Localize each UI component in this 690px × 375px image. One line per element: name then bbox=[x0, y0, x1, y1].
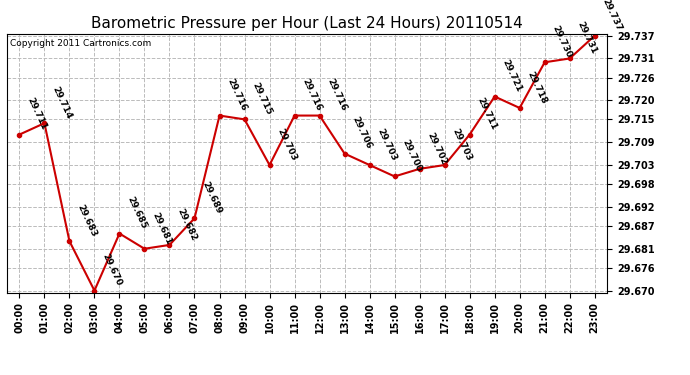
Text: 29.682: 29.682 bbox=[175, 207, 198, 242]
Text: 29.702: 29.702 bbox=[425, 131, 448, 166]
Text: 29.731: 29.731 bbox=[575, 20, 598, 56]
Text: 29.706: 29.706 bbox=[350, 116, 373, 151]
Text: 29.703: 29.703 bbox=[275, 127, 298, 162]
Text: 29.718: 29.718 bbox=[525, 70, 548, 105]
Text: 29.716: 29.716 bbox=[300, 77, 323, 113]
Text: 29.716: 29.716 bbox=[325, 77, 348, 113]
Text: 29.721: 29.721 bbox=[500, 58, 523, 94]
Text: 29.685: 29.685 bbox=[125, 195, 148, 231]
Text: 29.714: 29.714 bbox=[50, 85, 73, 120]
Text: Copyright 2011 Cartronics.com: Copyright 2011 Cartronics.com bbox=[10, 39, 151, 48]
Text: 29.716: 29.716 bbox=[225, 77, 248, 113]
Title: Barometric Pressure per Hour (Last 24 Hours) 20110514: Barometric Pressure per Hour (Last 24 Ho… bbox=[91, 16, 523, 31]
Text: 29.737: 29.737 bbox=[600, 0, 623, 33]
Text: 29.689: 29.689 bbox=[200, 180, 223, 216]
Text: 29.700: 29.700 bbox=[400, 138, 423, 174]
Text: 29.703: 29.703 bbox=[450, 127, 473, 162]
Text: 29.711: 29.711 bbox=[475, 96, 498, 132]
Text: 29.715: 29.715 bbox=[250, 81, 273, 117]
Text: 29.683: 29.683 bbox=[75, 203, 98, 238]
Text: 29.730: 29.730 bbox=[550, 24, 573, 60]
Text: 29.703: 29.703 bbox=[375, 127, 398, 162]
Text: 29.670: 29.670 bbox=[100, 252, 123, 288]
Text: 29.711: 29.711 bbox=[25, 96, 48, 132]
Text: 29.681: 29.681 bbox=[150, 211, 173, 246]
